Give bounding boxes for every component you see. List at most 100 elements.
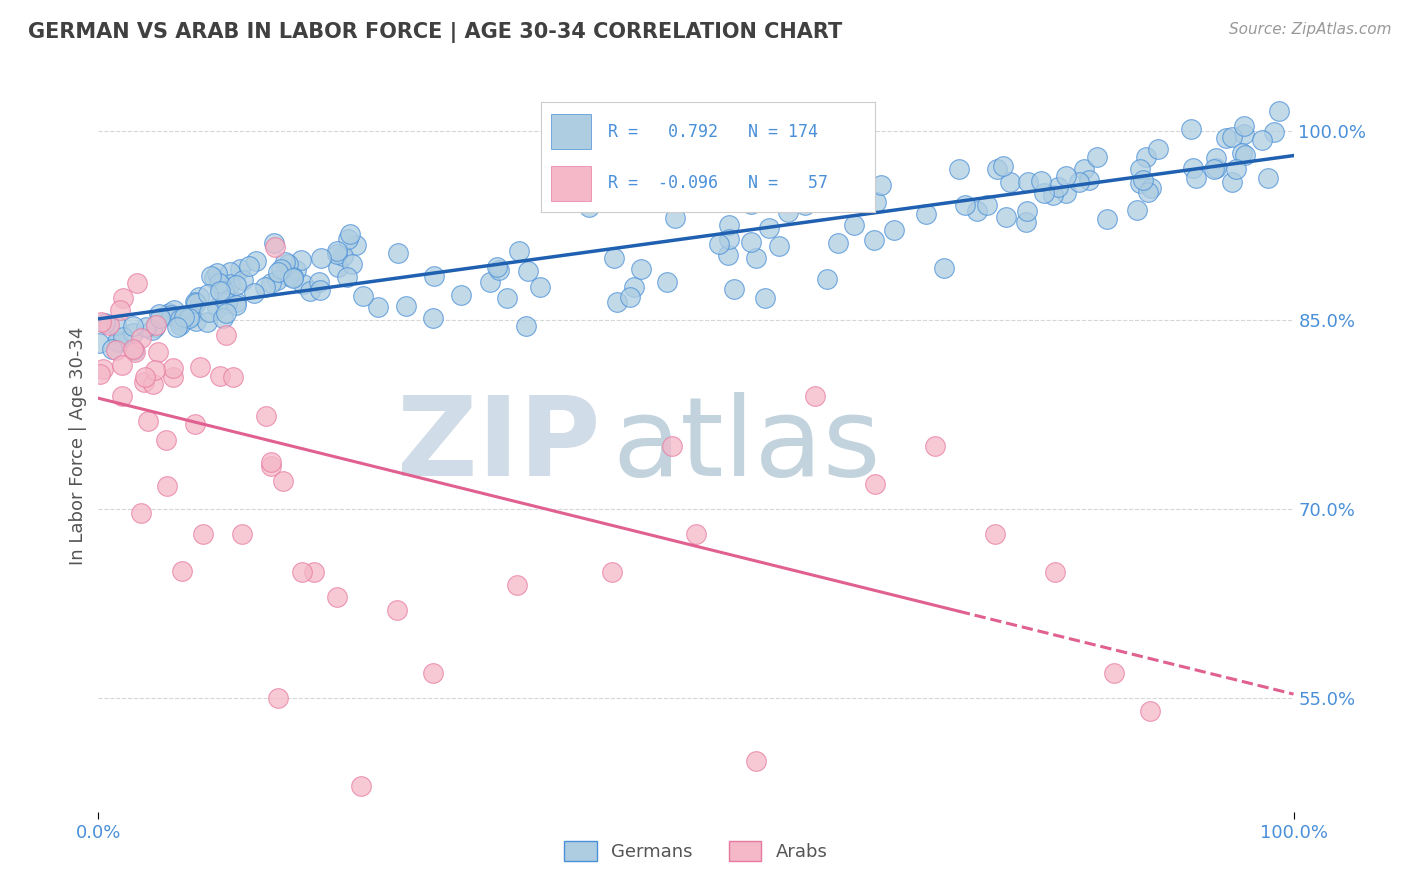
Point	[993, 159, 1015, 173]
Point	[183, 295, 205, 310]
Point	[339, 227, 361, 241]
Point	[1263, 125, 1285, 139]
Point	[344, 237, 367, 252]
Point	[111, 358, 134, 372]
Y-axis label: In Labor Force | Age 30-34: In Labor Force | Age 30-34	[69, 326, 87, 566]
Point	[723, 282, 745, 296]
Point	[169, 318, 191, 332]
Point	[104, 343, 127, 358]
Point	[367, 301, 389, 315]
Point	[202, 271, 225, 285]
Point	[267, 265, 290, 279]
Point	[149, 311, 172, 326]
Point	[101, 342, 124, 356]
Point	[155, 433, 177, 447]
Point	[212, 285, 235, 299]
Point	[232, 272, 254, 286]
Point	[1047, 180, 1070, 194]
Point	[332, 249, 354, 263]
Point	[623, 279, 645, 293]
Point	[231, 527, 253, 541]
Point	[1129, 176, 1152, 190]
Point	[97, 318, 120, 333]
Point	[1136, 185, 1159, 199]
Point	[488, 263, 510, 277]
Point	[984, 527, 1007, 541]
Point	[155, 479, 177, 493]
Point	[94, 316, 117, 330]
Point	[340, 257, 363, 271]
Point	[1232, 127, 1254, 141]
Point	[966, 204, 988, 219]
Point	[1132, 173, 1154, 187]
Point	[277, 269, 299, 284]
Point	[209, 368, 232, 383]
Point	[135, 319, 157, 334]
Point	[948, 161, 970, 176]
Point	[283, 271, 305, 285]
Point	[336, 270, 359, 285]
Point	[870, 178, 893, 192]
Point	[602, 565, 624, 579]
Point	[685, 527, 707, 541]
Point	[758, 220, 780, 235]
Point	[827, 235, 849, 250]
Point	[211, 310, 233, 325]
Point	[1135, 150, 1157, 164]
Text: Source: ZipAtlas.com: Source: ZipAtlas.com	[1229, 22, 1392, 37]
Point	[111, 330, 134, 344]
Point	[485, 260, 508, 274]
Point	[1033, 186, 1056, 201]
Point	[1205, 161, 1227, 175]
Text: ZIP: ZIP	[396, 392, 600, 500]
Point	[815, 272, 838, 286]
Point	[496, 291, 519, 305]
Point	[290, 253, 312, 268]
Point	[160, 308, 183, 322]
Point	[606, 295, 628, 310]
Point	[932, 261, 955, 276]
Point	[195, 315, 218, 329]
Point	[337, 232, 360, 246]
Point	[863, 233, 886, 247]
Point	[284, 263, 307, 277]
Point	[1031, 174, 1053, 188]
Point	[254, 280, 277, 294]
Point	[1095, 211, 1118, 226]
Point	[186, 313, 208, 327]
Point	[245, 254, 267, 268]
Point	[260, 276, 283, 290]
Point	[1268, 103, 1291, 118]
Point	[129, 506, 152, 520]
Point	[162, 360, 184, 375]
Point	[218, 277, 240, 291]
Point	[1139, 704, 1161, 718]
Point	[976, 197, 998, 211]
Point	[1015, 204, 1038, 219]
Point	[292, 277, 315, 292]
Point	[1054, 169, 1077, 183]
Point	[217, 295, 239, 310]
Point	[263, 236, 285, 251]
Point	[1225, 162, 1247, 177]
Point	[162, 370, 184, 384]
Point	[1220, 175, 1243, 189]
Point	[450, 288, 472, 302]
Point	[274, 254, 297, 268]
Point	[619, 289, 641, 303]
Point	[90, 315, 112, 329]
Point	[1147, 142, 1170, 156]
Point	[170, 315, 193, 329]
Point	[136, 414, 159, 428]
Point	[516, 264, 538, 278]
Point	[1104, 665, 1126, 680]
Point	[865, 194, 887, 209]
Point	[1230, 145, 1253, 160]
Point	[180, 310, 202, 324]
Point	[129, 331, 152, 345]
Point	[1042, 188, 1064, 202]
Point	[222, 370, 245, 384]
Point	[1232, 120, 1254, 134]
Point	[657, 275, 679, 289]
Point	[142, 377, 165, 392]
